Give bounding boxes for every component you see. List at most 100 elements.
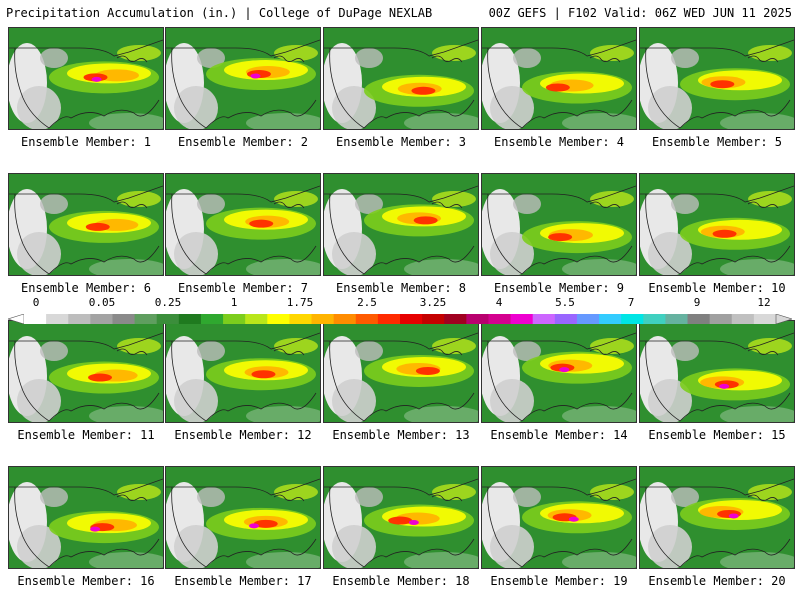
ensemble-member-panel: Ensemble Member: 18 [323,466,479,614]
ensemble-member-panel: Ensemble Member: 16 [8,466,164,614]
colorbar-swatch [466,314,489,324]
colorbar-swatch [532,314,556,324]
colorbar-tick-label: 3.25 [419,296,447,309]
precipitation-map [8,466,164,569]
colorbar-tick-label: 9 [693,296,701,309]
colorbar-tick-label: 5.5 [555,296,575,309]
colorbar-swatch [554,314,578,324]
colorbar-swatch [753,314,777,324]
colorbar-right-arrow [775,313,794,325]
precipitation-map [323,27,479,130]
ensemble-member-label: Ensemble Member: 1 [20,135,152,149]
colorbar-swatch [333,314,357,324]
ensemble-member-label: Ensemble Member: 13 [332,428,470,442]
colorbar-swatch [643,314,666,324]
colorbar-tick-labels: 0 0.05 0.25 1 1.75 2.5 3.25 4 5.5 7 9 12 [0,297,800,310]
ensemble-member-label: Ensemble Member: 15 [648,428,786,442]
colorbar [6,309,794,328]
precipitation-map [639,320,795,423]
colorbar-swatch [422,314,445,324]
precipitation-map [8,320,164,423]
ensemble-member-label: Ensemble Member: 5 [651,135,783,149]
ensemble-member-panel: Ensemble Member: 2 [165,27,321,175]
colorbar-swatch [267,314,290,324]
ensemble-member-label: Ensemble Member: 9 [493,281,625,295]
ensemble-member-label: Ensemble Member: 12 [174,428,312,442]
colorbar-tick-label: 7 [627,296,635,309]
colorbar-swatch [311,314,335,324]
ensemble-member-label: Ensemble Member: 4 [493,135,625,149]
ensemble-member-label: Ensemble Member: 10 [648,281,786,295]
colorbar-swatch [400,314,423,324]
precipitation-map [639,466,795,569]
ensemble-member-label: Ensemble Member: 7 [177,281,309,295]
colorbar-swatch [621,314,644,324]
ensemble-member-panel: Ensemble Member: 11 [8,320,164,468]
ensemble-member-label: Ensemble Member: 6 [20,281,152,295]
precipitation-map [323,466,479,569]
precipitation-map [8,27,164,130]
colorbar-swatch [90,314,113,324]
colorbar-swatch [731,314,755,324]
precipitation-map [639,173,795,276]
colorbar-swatch [599,314,622,324]
ensemble-member-panel: Ensemble Member: 1 [8,27,164,175]
ensemble-member-label: Ensemble Member: 17 [174,574,312,588]
colorbar-swatch [377,314,401,324]
colorbar-swatch [134,314,158,324]
ensemble-member-panel: Ensemble Member: 14 [481,320,637,468]
colorbar-tick-label: 0 [32,296,40,309]
ensemble-member-panel: Ensemble Member: 7 [165,173,321,321]
ensemble-member-panel: Ensemble Member: 9 [481,173,637,321]
ensemble-member-panel: Ensemble Member: 8 [323,173,479,321]
colorbar-swatch [444,314,467,324]
ensemble-member-label: Ensemble Member: 2 [177,135,309,149]
ensemble-member-label: Ensemble Member: 19 [490,574,628,588]
precipitation-map [481,466,637,569]
colorbar-swatch [156,314,180,324]
colorbar-swatch [576,314,600,324]
precipitation-map [165,320,321,423]
ensemble-member-panel: Ensemble Member: 6 [8,173,164,321]
ensemble-member-panel: Ensemble Member: 5 [639,27,795,175]
colorbar-swatch [510,314,534,324]
ensemble-member-panel: Ensemble Member: 12 [165,320,321,468]
precipitation-map [639,27,795,130]
ensemble-member-label: Ensemble Member: 16 [17,574,155,588]
precipitation-map [481,173,637,276]
colorbar-swatch [112,314,136,324]
colorbar-tick-label: 0.05 [88,296,116,309]
precipitation-map [323,320,479,423]
colorbar-left-arrow [6,313,25,325]
ensemble-member-label: Ensemble Member: 3 [335,135,467,149]
colorbar-swatch [24,314,47,324]
ensemble-member-label: Ensemble Member: 11 [17,428,155,442]
precipitation-map [8,173,164,276]
colorbar-swatch [687,314,711,324]
ensemble-member-panel: Ensemble Member: 10 [639,173,795,321]
ensemble-member-panel: Ensemble Member: 3 [323,27,479,175]
colorbar-tick-label: 0.25 [154,296,182,309]
colorbar-swatch [289,314,313,324]
ensemble-member-label: Ensemble Member: 14 [490,428,628,442]
ensemble-member-panel: Ensemble Member: 13 [323,320,479,468]
ensemble-member-label: Ensemble Member: 20 [648,574,786,588]
colorbar-swatch [488,314,512,324]
precipitation-map [165,466,321,569]
map-title: Precipitation Accumulation (in.) | Colle… [6,6,433,20]
precipitation-map [165,27,321,130]
colorbar-swatch [68,314,91,324]
precipitation-map [323,173,479,276]
colorbar-swatch [245,314,268,324]
precipitation-map [481,27,637,130]
colorbar-swatch [200,314,224,324]
precipitation-map [165,173,321,276]
colorbar-tick-label: 1.75 [286,296,314,309]
ensemble-member-panel: Ensemble Member: 15 [639,320,795,468]
ensemble-member-panel: Ensemble Member: 19 [481,466,637,614]
model-run-info: 00Z GEFS | F102 Valid: 06Z WED JUN 11 20… [488,6,792,20]
colorbar-tick-label: 4 [495,296,503,309]
colorbar-tick-label: 2.5 [357,296,377,309]
colorbar-swatch [665,314,689,324]
colorbar-swatch [223,314,246,324]
